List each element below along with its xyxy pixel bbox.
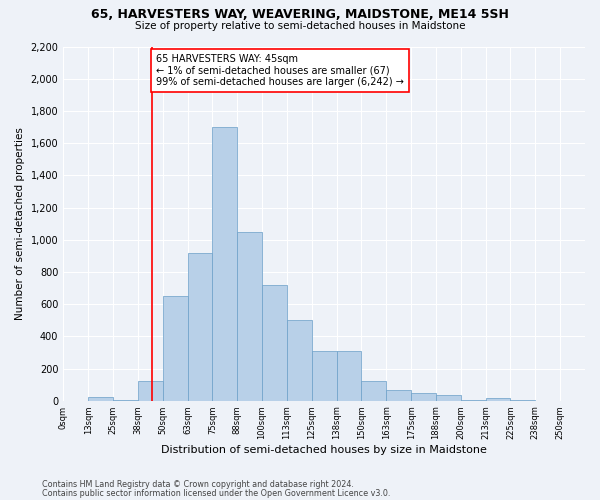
Bar xyxy=(361,382,386,400)
Bar xyxy=(237,232,262,400)
Bar xyxy=(88,398,113,400)
Bar xyxy=(138,382,163,400)
Bar xyxy=(312,351,337,401)
X-axis label: Distribution of semi-detached houses by size in Maidstone: Distribution of semi-detached houses by … xyxy=(161,445,487,455)
Bar xyxy=(212,127,237,400)
Text: Contains public sector information licensed under the Open Government Licence v3: Contains public sector information licen… xyxy=(42,488,391,498)
Bar xyxy=(337,351,361,401)
Text: Size of property relative to semi-detached houses in Maidstone: Size of property relative to semi-detach… xyxy=(135,21,465,31)
Bar xyxy=(411,394,436,400)
Text: 65, HARVESTERS WAY, WEAVERING, MAIDSTONE, ME14 5SH: 65, HARVESTERS WAY, WEAVERING, MAIDSTONE… xyxy=(91,8,509,20)
Bar xyxy=(163,296,188,401)
Y-axis label: Number of semi-detached properties: Number of semi-detached properties xyxy=(15,127,25,320)
Bar xyxy=(436,395,461,400)
Bar xyxy=(188,252,212,400)
Text: 65 HARVESTERS WAY: 45sqm
← 1% of semi-detached houses are smaller (67)
99% of se: 65 HARVESTERS WAY: 45sqm ← 1% of semi-de… xyxy=(156,54,404,87)
Bar xyxy=(485,398,511,400)
Bar xyxy=(287,320,312,400)
Bar xyxy=(386,390,411,400)
Bar xyxy=(262,285,287,401)
Text: Contains HM Land Registry data © Crown copyright and database right 2024.: Contains HM Land Registry data © Crown c… xyxy=(42,480,354,489)
